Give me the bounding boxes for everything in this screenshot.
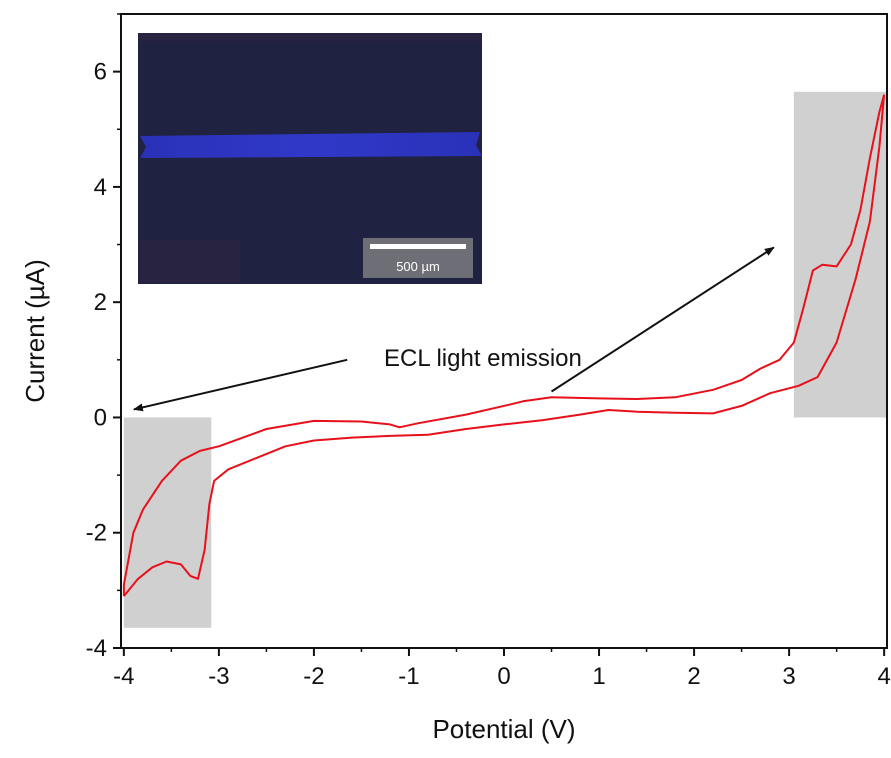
cv-curve — [122, 94, 886, 597]
x-axis-ticks: -4 -3 -2 -1 0 1 2 3 4 — [113, 648, 891, 690]
y-tick-label: -2 — [86, 520, 107, 547]
ecl-annotation: ECL light emission — [132, 246, 775, 412]
annotation-arrow-2 — [550, 246, 775, 393]
x-tick-label: 2 — [687, 663, 700, 690]
y-axis-title: Current (µA) — [20, 259, 50, 403]
y-axis-ticks: -4 -2 0 2 4 6 — [86, 13, 121, 662]
scale-bar-label: 500 µm — [396, 259, 440, 274]
x-tick-label: -1 — [398, 663, 419, 690]
x-tick-label: -4 — [113, 663, 134, 690]
ecl-annotation-label: ECL light emission — [384, 345, 582, 372]
inset-noise-area — [140, 240, 240, 282]
x-tick-label: -3 — [208, 663, 229, 690]
inset-top-strip — [138, 33, 482, 41]
x-tick-label: -2 — [303, 663, 324, 690]
x-tick-label: 3 — [782, 663, 795, 690]
annotation-arrow-1 — [132, 358, 348, 412]
y-tick-label: -4 — [86, 635, 107, 662]
x-axis-title: Potential (V) — [432, 714, 575, 744]
y-tick-label: 6 — [94, 59, 107, 86]
x-tick-label: 1 — [592, 663, 605, 690]
inset-micrograph: 500 µm — [138, 33, 482, 284]
x-tick-label: 0 — [497, 663, 510, 690]
x-tick-label: 4 — [877, 663, 890, 690]
y-tick-label: 2 — [94, 289, 107, 316]
y-tick-label: 4 — [94, 174, 107, 201]
cv-forward-scan — [123, 94, 886, 597]
inset-emission-band — [140, 132, 482, 158]
y-tick-label: 0 — [94, 404, 107, 431]
cv-reverse-scan — [122, 94, 886, 597]
scale-bar — [370, 244, 466, 249]
